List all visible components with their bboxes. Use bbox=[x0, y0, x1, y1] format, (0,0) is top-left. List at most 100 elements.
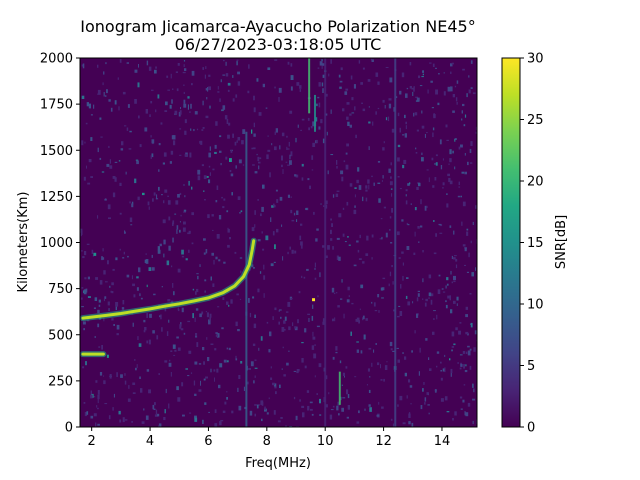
noise-speck bbox=[230, 299, 233, 304]
noise-speck bbox=[120, 374, 123, 378]
noise-speck bbox=[414, 231, 416, 237]
noise-speck bbox=[227, 227, 229, 229]
noise-speck bbox=[389, 229, 391, 231]
noise-speck bbox=[224, 401, 227, 405]
noise-speck bbox=[463, 364, 465, 369]
noise-speck bbox=[183, 91, 185, 94]
noise-speck bbox=[240, 270, 242, 274]
noise-speck bbox=[309, 401, 313, 404]
noise-speck bbox=[300, 241, 303, 246]
noise-speck bbox=[85, 361, 87, 366]
noise-speck bbox=[218, 215, 222, 220]
noise-speck bbox=[307, 405, 310, 411]
noise-speck bbox=[326, 131, 328, 136]
noise-speck bbox=[408, 412, 411, 415]
noise-speck bbox=[172, 222, 174, 226]
noise-speck bbox=[109, 159, 111, 164]
noise-speck bbox=[439, 232, 443, 234]
noise-speck bbox=[108, 99, 111, 102]
noise-speck bbox=[433, 310, 436, 312]
noise-speck bbox=[238, 159, 242, 164]
noise-speck bbox=[232, 133, 234, 138]
noise-speck bbox=[246, 381, 249, 385]
noise-speck bbox=[418, 241, 420, 243]
y-tick-label: 1750 bbox=[40, 98, 73, 113]
noise-speck bbox=[237, 137, 241, 141]
noise-speck bbox=[422, 70, 424, 73]
noise-speck bbox=[422, 250, 424, 253]
noise-speck bbox=[258, 347, 260, 351]
noise-speck bbox=[409, 62, 412, 66]
noise-speck bbox=[208, 319, 211, 325]
noise-speck bbox=[272, 382, 275, 386]
noise-speck bbox=[253, 122, 255, 128]
noise-speck bbox=[301, 244, 303, 249]
noise-speck bbox=[81, 250, 83, 252]
noise-speck bbox=[188, 350, 192, 354]
noise-speck bbox=[200, 140, 203, 145]
noise-speck bbox=[161, 286, 163, 288]
noise-speck bbox=[281, 368, 283, 370]
noise-speck bbox=[473, 388, 475, 393]
noise-speck bbox=[107, 301, 110, 306]
noise-speck bbox=[176, 88, 179, 92]
noise-speck bbox=[111, 282, 114, 286]
noise-speck bbox=[309, 185, 311, 189]
noise-speck bbox=[398, 257, 401, 259]
noise-speck bbox=[197, 175, 201, 181]
noise-speck bbox=[230, 173, 234, 177]
noise-speck bbox=[93, 104, 95, 109]
noise-speck bbox=[261, 206, 264, 212]
noise-speck bbox=[407, 183, 410, 186]
noise-speck bbox=[401, 72, 405, 78]
echo-trace bbox=[81, 239, 256, 320]
noise-speck bbox=[152, 267, 155, 271]
noise-speck bbox=[105, 281, 108, 283]
noise-speck bbox=[301, 275, 303, 278]
noise-speck bbox=[183, 103, 187, 108]
noise-speck bbox=[404, 133, 407, 138]
noise-speck bbox=[162, 162, 165, 165]
noise-speck bbox=[103, 375, 105, 377]
noise-speck bbox=[212, 168, 215, 171]
noise-speck bbox=[104, 199, 107, 201]
noise-speck bbox=[273, 203, 275, 206]
noise-speck bbox=[150, 101, 153, 104]
noise-speck bbox=[289, 160, 292, 165]
noise-speck bbox=[402, 164, 405, 169]
noise-speck bbox=[347, 121, 350, 126]
noise-speck bbox=[97, 423, 100, 426]
colorbar-tick-label: 30 bbox=[527, 52, 544, 67]
noise-speck bbox=[428, 357, 430, 360]
noise-speck bbox=[81, 297, 83, 300]
noise-speck bbox=[151, 254, 153, 258]
noise-speck bbox=[201, 129, 204, 131]
noise-speck bbox=[208, 411, 210, 413]
noise-speck bbox=[462, 103, 465, 107]
noise-speck bbox=[202, 347, 205, 351]
noise-speck bbox=[428, 177, 430, 183]
noise-speck bbox=[278, 97, 280, 102]
noise-speck bbox=[370, 58, 373, 61]
noise-speck bbox=[354, 376, 357, 378]
noise-speck bbox=[188, 180, 190, 186]
noise-speck bbox=[168, 245, 171, 251]
noise-speck bbox=[252, 296, 255, 299]
noise-speck bbox=[450, 309, 453, 314]
noise-speck bbox=[337, 401, 340, 406]
noise-speck bbox=[464, 264, 466, 266]
noise-speck bbox=[210, 368, 212, 373]
noise-speck bbox=[306, 390, 310, 393]
noise-speck bbox=[97, 89, 101, 95]
noise-speck bbox=[204, 402, 207, 405]
noise-speck bbox=[334, 317, 336, 322]
noise-speck bbox=[399, 90, 402, 95]
noise-speck bbox=[290, 209, 293, 214]
noise-speck bbox=[459, 367, 462, 370]
noise-speck bbox=[194, 111, 198, 115]
noise-speck bbox=[322, 318, 325, 322]
noise-speck bbox=[188, 249, 190, 253]
noise-speck bbox=[119, 59, 122, 63]
noise-speck bbox=[301, 342, 304, 344]
noise-speck bbox=[252, 164, 255, 166]
